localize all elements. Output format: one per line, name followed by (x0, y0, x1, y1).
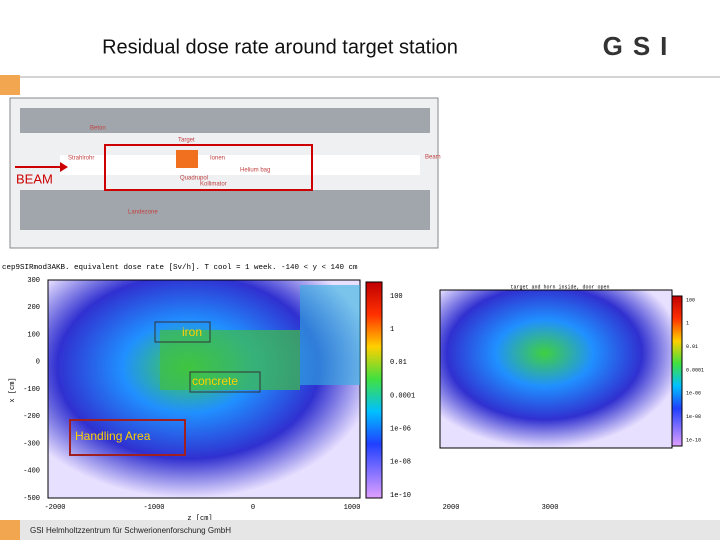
map-wall (20, 190, 430, 230)
map-label: Ionen (210, 156, 225, 162)
y-tick-label: -100 (23, 386, 40, 394)
y-tick-label: 0 (36, 359, 40, 367)
side-colorbar-label: 0.0001 (686, 367, 704, 373)
colorbar-label: 100 (390, 293, 403, 301)
colorbar-label: 1e-10 (390, 492, 411, 500)
handling-box (69, 419, 186, 456)
side-colorbar-label: 100 (686, 297, 695, 303)
dose-region (300, 285, 360, 385)
annotation: Handling Area (75, 429, 151, 443)
map-label: Kollimator (200, 182, 227, 188)
x-tick-label: -1000 (143, 504, 164, 512)
beam-label: BEAM (16, 171, 53, 186)
logo-box (576, 38, 710, 58)
y-axis-label: x [cm] (9, 377, 17, 402)
x-axis-label: z [cm] (187, 515, 212, 523)
side-colorbar-label: 1 (686, 321, 689, 327)
y-tick-label: 200 (27, 304, 40, 312)
x-tick-label: 3000 (542, 504, 559, 512)
y-tick-label: -200 (23, 413, 40, 421)
colorbar-label: 0.0001 (390, 392, 415, 400)
y-tick-label: -400 (23, 468, 40, 476)
logo: GSI (603, 31, 678, 61)
colorbar (365, 281, 383, 499)
footer-text: GSI Helmholtzzentrum für Schwerionenfors… (30, 526, 231, 535)
x-tick-label: 0 (251, 504, 255, 512)
side-colorbar-label: 0.01 (686, 344, 698, 350)
map-label: Quadrupol (180, 176, 208, 182)
y-tick-label: -500 (23, 495, 40, 503)
x-tick-label: -2000 (44, 504, 65, 512)
colorbar-label: 1 (390, 326, 394, 334)
map-label: Strahlrohr (68, 156, 94, 162)
colorbar-label: 1e-08 (390, 459, 411, 467)
slide-title: Residual dose rate around target station (102, 36, 458, 58)
colorbar-label: 1e-06 (390, 426, 411, 434)
map-target (176, 150, 198, 168)
footer-accent (0, 520, 20, 540)
annotation: iron (182, 325, 202, 339)
y-tick-label: 300 (27, 277, 40, 285)
map-label: Landezone (128, 210, 158, 216)
concrete-box (189, 371, 261, 393)
map-label: Beton (90, 126, 106, 132)
side-title: target and horn inside, door open (510, 284, 609, 290)
side-colorbar-label: 1e-10 (686, 437, 701, 443)
map-label: Beam (425, 155, 441, 161)
side-colorbar-label: 1e-06 (686, 391, 701, 397)
annotation: concrete (192, 374, 238, 388)
x-tick-label: 2000 (443, 504, 460, 512)
map-label: Helium bag (240, 168, 270, 174)
y-tick-label: -300 (23, 440, 40, 448)
dose-hotspot (160, 330, 300, 390)
side-dose-map (439, 289, 673, 449)
map-wall (20, 108, 430, 133)
side-colorbar (671, 295, 683, 447)
map-highlight (104, 144, 313, 191)
x-tick-label: 1000 (344, 504, 361, 512)
map-label: Target (178, 138, 195, 144)
footer-bar (0, 520, 720, 540)
accent (0, 75, 20, 95)
y-tick-label: 100 (27, 331, 40, 339)
plot-header: cep9SIRmod3AKB. equivalent dose rate [Sv… (2, 264, 358, 272)
map-tunnel (60, 155, 420, 175)
iron-box (154, 321, 211, 343)
colorbar-label: 0.01 (390, 359, 407, 367)
beam-arrow-head (60, 162, 68, 172)
side-colorbar-label: 1e-08 (686, 414, 701, 420)
